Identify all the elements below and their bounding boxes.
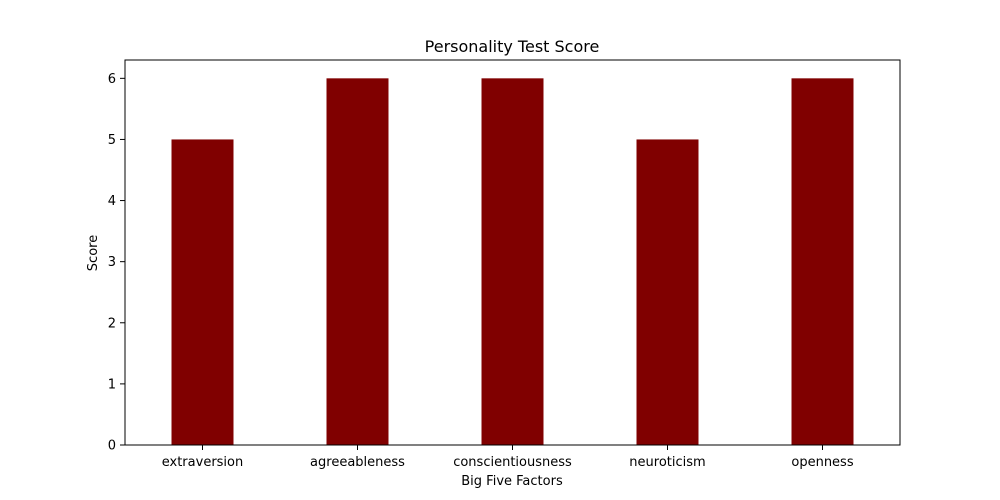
x-tick-label: agreeableness — [310, 455, 405, 470]
x-tick-label: conscientiousness — [453, 455, 572, 470]
y-axis: 0 1 2 3 4 5 6 — [108, 72, 125, 454]
y-tick-label: 4 — [108, 194, 116, 209]
bars-group — [171, 78, 854, 445]
y-tick-label: 3 — [108, 255, 116, 270]
bar-extraversion — [171, 139, 234, 445]
bar-openness — [791, 78, 854, 445]
chart-title: Personality Test Score — [425, 37, 600, 56]
x-axis-label: Big Five Factors — [461, 474, 563, 489]
y-tick-label: 6 — [108, 72, 116, 87]
y-tick-label: 5 — [108, 133, 116, 148]
x-tick-label: neuroticism — [629, 455, 705, 470]
x-tick-label: openness — [791, 455, 853, 470]
bar-neuroticism — [636, 139, 699, 445]
y-axis-label: Score — [86, 235, 101, 271]
plot-frame — [124, 59, 901, 446]
y-tick-label: 0 — [108, 439, 116, 454]
y-tick-label: 1 — [108, 377, 116, 392]
bar-agreeableness — [326, 78, 389, 445]
x-axis: extraversion agreeableness conscientiousne… — [162, 445, 854, 470]
bar-conscientiousness — [481, 78, 544, 445]
y-tick-label: 2 — [108, 316, 116, 331]
x-tick-label: extraversion — [162, 455, 244, 470]
